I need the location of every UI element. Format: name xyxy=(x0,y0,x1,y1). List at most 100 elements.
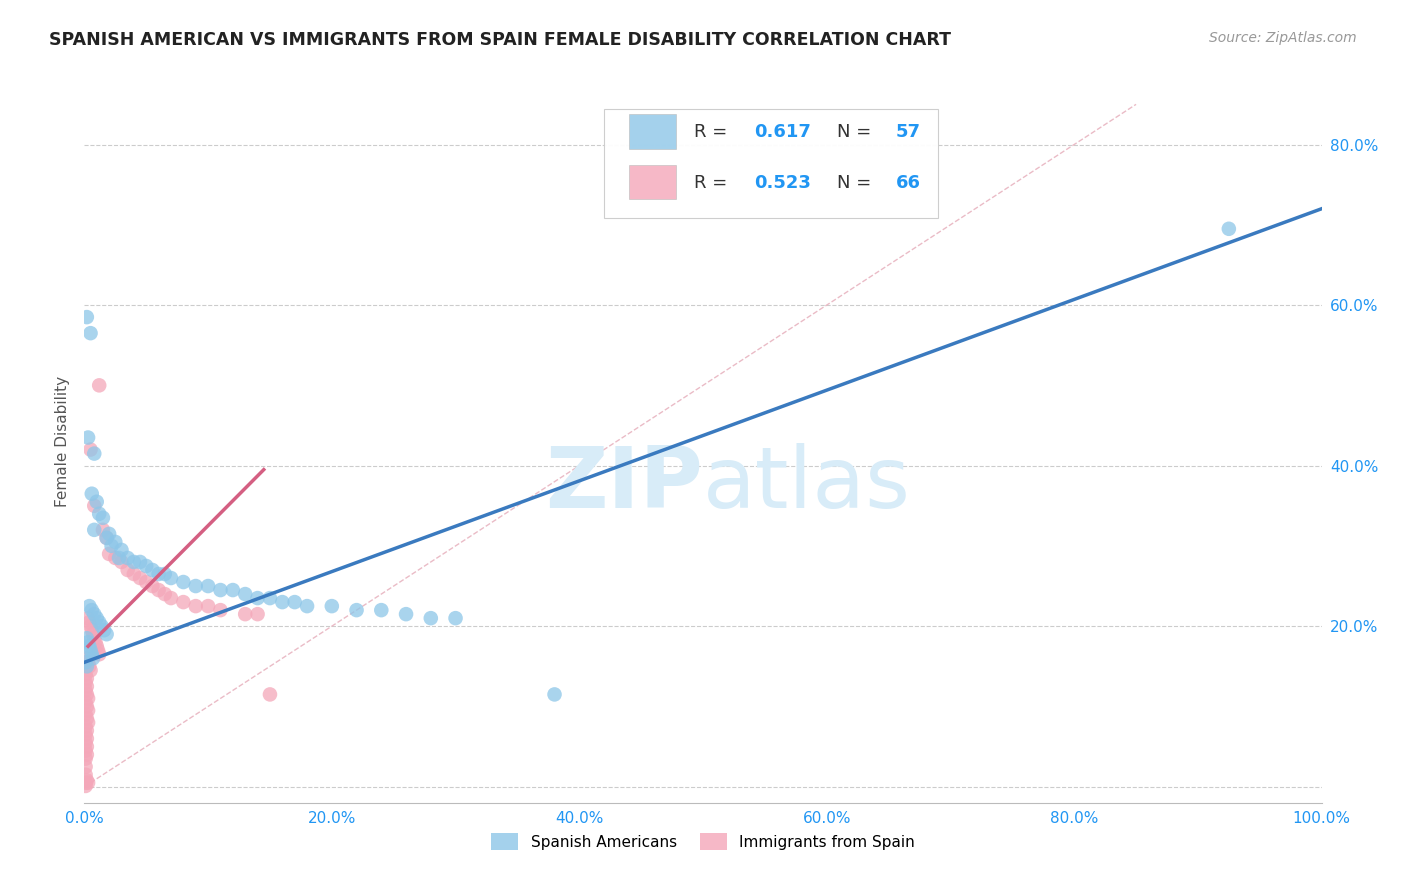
Point xyxy=(76,632,98,646)
Point xyxy=(75,767,97,781)
Point xyxy=(83,499,105,513)
Point xyxy=(321,599,343,614)
Point xyxy=(117,551,139,566)
Point xyxy=(141,563,163,577)
Point xyxy=(295,599,318,614)
Text: 66: 66 xyxy=(896,174,921,192)
Point xyxy=(75,655,97,669)
Point xyxy=(80,623,103,637)
Point xyxy=(76,723,98,738)
Text: ZIP: ZIP xyxy=(546,443,703,526)
Point xyxy=(76,731,98,746)
Point xyxy=(86,494,108,508)
Point xyxy=(76,671,98,685)
Point xyxy=(82,651,104,665)
Point xyxy=(117,563,139,577)
Point xyxy=(135,574,157,589)
Text: Source: ZipAtlas.com: Source: ZipAtlas.com xyxy=(1209,31,1357,45)
Point xyxy=(172,595,194,609)
Point xyxy=(259,591,281,606)
Point xyxy=(79,326,101,341)
Point xyxy=(197,599,219,614)
Point xyxy=(419,611,441,625)
Point xyxy=(1218,221,1240,235)
Point xyxy=(76,310,98,325)
Point xyxy=(75,744,97,758)
Point xyxy=(96,531,118,545)
Point xyxy=(104,551,127,566)
Point xyxy=(370,603,392,617)
Point xyxy=(79,442,101,457)
Point xyxy=(77,691,100,706)
Point xyxy=(79,619,101,633)
Point xyxy=(76,659,98,673)
Point xyxy=(209,603,232,617)
FancyBboxPatch shape xyxy=(628,165,676,200)
Point xyxy=(79,639,101,653)
Point xyxy=(79,664,101,678)
Point xyxy=(75,728,97,742)
Text: SPANISH AMERICAN VS IMMIGRANTS FROM SPAIN FEMALE DISABILITY CORRELATION CHART: SPANISH AMERICAN VS IMMIGRANTS FROM SPAI… xyxy=(49,31,952,49)
Point xyxy=(284,595,307,609)
FancyBboxPatch shape xyxy=(605,109,938,218)
Point xyxy=(75,760,97,774)
Point xyxy=(83,607,105,621)
Point xyxy=(75,696,97,710)
Text: N =: N = xyxy=(837,123,876,141)
Point xyxy=(271,595,294,609)
Point xyxy=(184,579,207,593)
Point xyxy=(86,639,108,653)
Point xyxy=(108,551,131,566)
Point xyxy=(543,687,565,701)
Point xyxy=(76,712,98,726)
Point xyxy=(96,627,118,641)
Point xyxy=(122,555,145,569)
Text: N =: N = xyxy=(837,174,876,192)
Point xyxy=(148,583,170,598)
Text: R =: R = xyxy=(695,123,734,141)
Point xyxy=(89,507,111,521)
Point xyxy=(76,773,98,788)
Point xyxy=(148,567,170,582)
Point xyxy=(172,574,194,589)
Point xyxy=(89,615,111,630)
Point xyxy=(75,707,97,722)
Point xyxy=(246,591,269,606)
Point xyxy=(110,542,132,557)
Point xyxy=(141,579,163,593)
Point xyxy=(233,607,256,621)
Point xyxy=(76,747,98,762)
Text: 57: 57 xyxy=(896,123,921,141)
Point xyxy=(89,378,111,392)
Point xyxy=(82,627,104,641)
Point xyxy=(79,659,101,673)
Text: R =: R = xyxy=(695,174,734,192)
Point xyxy=(91,510,114,524)
Point xyxy=(75,751,97,765)
Point xyxy=(77,715,100,730)
Point xyxy=(444,611,467,625)
Point xyxy=(160,571,183,585)
Point xyxy=(153,567,176,582)
Point xyxy=(76,699,98,714)
Point xyxy=(98,526,121,541)
Point xyxy=(83,523,105,537)
Point xyxy=(76,739,98,754)
Point xyxy=(77,703,100,717)
Point xyxy=(77,611,100,625)
Point xyxy=(76,651,98,665)
FancyBboxPatch shape xyxy=(628,114,676,149)
Point xyxy=(246,607,269,621)
Point xyxy=(184,599,207,614)
Y-axis label: Female Disability: Female Disability xyxy=(55,376,70,508)
Point xyxy=(75,719,97,733)
Point xyxy=(209,583,232,598)
Point xyxy=(76,680,98,694)
Point xyxy=(87,643,110,657)
Point xyxy=(222,583,245,598)
Point xyxy=(129,571,152,585)
Point xyxy=(90,619,112,633)
Point xyxy=(129,555,152,569)
Point xyxy=(80,603,103,617)
Point xyxy=(76,687,98,701)
